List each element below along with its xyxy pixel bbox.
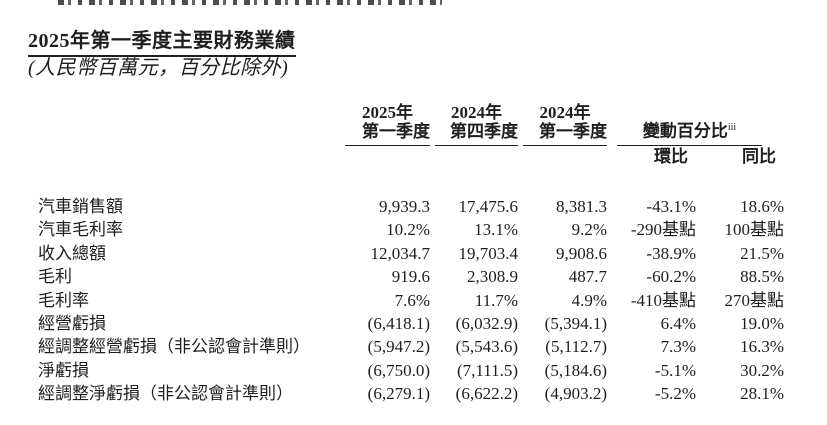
cell-qoq: -5.1%	[654, 360, 696, 380]
cell-2025q1: (6,750.0)	[367, 360, 430, 380]
section-title: 2025年第一季度主要財務業績	[28, 24, 296, 57]
cell-qoq: -410基點	[630, 290, 696, 310]
col-header-quarter: 第四季度	[450, 122, 518, 141]
cell-2024q4: (6,032.9)	[455, 313, 518, 333]
subheader-qoq: 環比	[654, 147, 688, 166]
col-header-year: 2024年	[539, 103, 591, 122]
cell-yoy: 28.1%	[740, 384, 784, 404]
cell-2024q1: (5,112.7)	[545, 337, 607, 357]
section-subtitle: (人民幣百萬元，百分比除外)	[28, 57, 289, 79]
table-row-vehicle-sales: 汽車銷售額 9,939.3 17,475.6 8,381.3 -43.1% 18…	[38, 195, 784, 218]
row-label: 經調整經營虧損（非公認會計準則）	[38, 337, 310, 357]
cell-2024q1: 4.9%	[571, 290, 607, 310]
table-body: 汽車銷售額 9,939.3 17,475.6 8,381.3 -43.1% 18…	[38, 195, 784, 406]
table-header-row: 2025年 第一季度 2024年 第四季度 2024年 第一季度 變動百分比ii…	[38, 102, 784, 146]
cell-2024q4: 17,475.6	[458, 197, 519, 216]
cell-2024q4: 13.1%	[474, 220, 518, 240]
cell-2024q1: 487.7	[568, 267, 607, 287]
cell-2025q1: (6,418.1)	[367, 313, 430, 333]
cell-2024q4: (5,543.6)	[455, 337, 518, 357]
col-header-quarter: 第一季度	[539, 122, 607, 141]
cell-2025q1: 7.6%	[394, 290, 430, 310]
col-header-quarter: 第一季度	[362, 122, 430, 141]
col-header-2024-q4: 2024年 第四季度	[430, 102, 518, 146]
cell-yoy: 18.6%	[740, 197, 784, 216]
cell-2025q1: (6,279.1)	[367, 384, 430, 404]
row-label: 淨虧損	[38, 360, 89, 380]
table-row-adjusted-operating-loss: 經調整經營虧損（非公認會計準則） (5,947.2) (5,543.6) (5,…	[38, 335, 784, 358]
cell-2024q4: 2,308.9	[467, 267, 518, 287]
row-label: 汽車毛利率	[38, 220, 123, 240]
table-row-gross-profit: 毛利 919.6 2,308.9 487.7 -60.2% 88.5%	[38, 265, 784, 288]
cell-2024q1: (5,394.1)	[544, 313, 607, 333]
footnote-marker-iii: iii	[727, 122, 737, 134]
cell-2024q4: 19,703.4	[458, 243, 519, 263]
row-label: 經營虧損	[38, 313, 106, 333]
table-row-net-loss: 淨虧損 (6,750.0) (7,111.5) (5,184.6) -5.1% …	[38, 359, 784, 382]
cell-yoy: 100基點	[724, 220, 785, 240]
cell-yoy: 21.5%	[740, 243, 784, 263]
table-row-total-revenues: 收入總額 12,034.7 19,703.4 9,908.6 -38.9% 21…	[38, 242, 784, 265]
cell-2025q1: 9,939.3	[379, 197, 430, 216]
cell-qoq: -5.2%	[654, 384, 696, 404]
table-subheader-row: 環比 同比	[38, 146, 784, 168]
row-label: 經調整淨虧損（非公認會計準則）	[38, 384, 293, 404]
col-header-change-percentage: 變動百分比iii	[607, 102, 784, 146]
cell-yoy: 16.3%	[740, 337, 784, 357]
table-row-operating-loss: 經營虧損 (6,418.1) (6,032.9) (5,394.1) 6.4% …	[38, 312, 784, 335]
cell-qoq: 6.4%	[660, 313, 696, 333]
cell-qoq: -290基點	[630, 220, 696, 240]
cell-yoy: 270基點	[724, 290, 785, 310]
change-header-label: 變動百分比	[642, 122, 728, 141]
subheader-yoy: 同比	[742, 147, 776, 166]
col-header-2025-q1: 2025年 第一季度	[340, 102, 430, 146]
header-spacer	[38, 102, 340, 146]
row-label: 毛利	[38, 267, 72, 287]
cell-2024q4: (7,111.5)	[456, 360, 518, 380]
cell-2025q1: 10.2%	[386, 220, 430, 240]
table-row-adjusted-net-loss: 經調整淨虧損（非公認會計準則） (6,279.1) (6,622.2) (4,9…	[38, 382, 784, 405]
cell-2024q1: 9,908.6	[556, 243, 607, 263]
financial-results-table: 2025年 第一季度 2024年 第四季度 2024年 第一季度 變動百分比ii…	[38, 102, 784, 406]
cell-qoq: -43.1%	[646, 197, 696, 216]
cell-2025q1: 12,034.7	[370, 243, 431, 263]
cell-qoq: 7.3%	[660, 337, 696, 357]
cropped-top-text	[58, 0, 442, 5]
row-label: 汽車銷售額	[38, 197, 123, 216]
row-label: 毛利率	[38, 290, 89, 310]
cell-2024q4: 11.7%	[474, 290, 518, 310]
cell-2024q1: 8,381.3	[556, 197, 607, 216]
row-label: 收入總額	[38, 243, 106, 263]
cell-2024q1: 9.2%	[571, 220, 607, 240]
cell-2025q1: 919.6	[391, 267, 430, 287]
cell-qoq: -38.9%	[646, 243, 696, 263]
table-row-vehicle-margin: 汽車毛利率 10.2% 13.1% 9.2% -290基點 100基點	[38, 218, 784, 241]
cell-qoq: -60.2%	[646, 267, 696, 287]
cell-2024q4: (6,622.2)	[455, 384, 518, 404]
cell-yoy: 19.0%	[740, 313, 784, 333]
col-header-year: 2025年	[362, 103, 413, 122]
cell-yoy: 88.5%	[740, 267, 784, 287]
cell-yoy: 30.2%	[740, 360, 784, 380]
col-header-2024-q1: 2024年 第一季度	[518, 102, 607, 146]
col-header-year: 2024年	[451, 103, 502, 122]
cell-2024q1: (5,184.6)	[544, 360, 607, 380]
cell-2024q1: (4,903.2)	[544, 384, 607, 404]
table-row-gross-margin: 毛利率 7.6% 11.7% 4.9% -410基點 270基點	[38, 289, 784, 312]
cell-2025q1: (5,947.2)	[367, 337, 430, 357]
